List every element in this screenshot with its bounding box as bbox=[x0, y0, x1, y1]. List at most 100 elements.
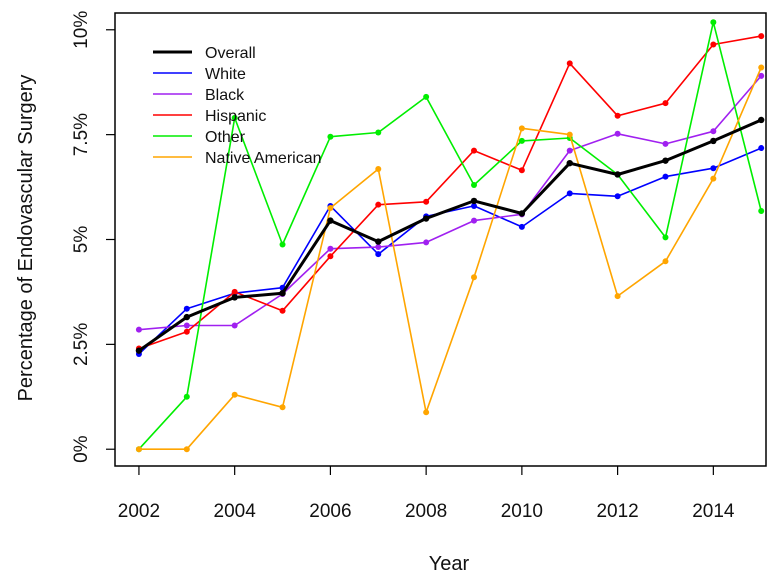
data-point-native-american bbox=[279, 404, 286, 411]
data-point-hispanic bbox=[279, 307, 286, 314]
x-tick-label: 2004 bbox=[214, 501, 257, 522]
data-point-black bbox=[614, 130, 621, 137]
series-line-black bbox=[138, 75, 762, 331]
series-line-white bbox=[138, 147, 762, 355]
data-point-overall bbox=[279, 289, 286, 297]
data-point-black bbox=[662, 140, 669, 147]
data-point-black bbox=[183, 322, 190, 329]
data-point-overall bbox=[470, 197, 478, 205]
data-point-overall bbox=[135, 347, 143, 354]
data-point-other bbox=[518, 137, 525, 144]
data-point-overall bbox=[327, 217, 334, 224]
data-point-hispanic bbox=[710, 41, 717, 48]
legend-label-white: White bbox=[205, 66, 246, 83]
y-axis-label: Percentage of Endovascular Surgery bbox=[15, 75, 37, 402]
x-axis: 2002 2004 2006 2008 2010 2012 2014 bbox=[118, 466, 735, 522]
y-tick-label: 2.5% bbox=[71, 323, 92, 366]
data-point-overall bbox=[662, 157, 669, 164]
y-axis: 0% 2.5% 5% 7.5% 10% bbox=[71, 11, 115, 463]
series-black bbox=[135, 72, 765, 333]
data-point-other bbox=[758, 207, 765, 214]
data-point-native-american bbox=[518, 125, 525, 132]
series-line-other bbox=[138, 21, 762, 450]
data-point-overall bbox=[566, 159, 573, 167]
data-point-other bbox=[710, 19, 717, 26]
data-point-native-american bbox=[327, 205, 334, 212]
data-point-other bbox=[375, 129, 382, 136]
y-tick-label: 5% bbox=[71, 226, 92, 254]
data-point-white bbox=[183, 305, 190, 312]
legend-label-overall: Overall bbox=[205, 45, 256, 62]
data-point-hispanic bbox=[566, 60, 573, 67]
data-point-white bbox=[566, 190, 573, 197]
data-point-hispanic bbox=[662, 100, 669, 107]
legend-label-hispanic: Hispanic bbox=[205, 108, 266, 125]
x-tick-label: 2002 bbox=[118, 501, 160, 522]
data-point-black bbox=[135, 326, 142, 333]
data-point-black bbox=[566, 147, 573, 154]
legend-label-native-american: Native American bbox=[205, 150, 322, 167]
data-point-other bbox=[423, 93, 430, 100]
data-point-overall bbox=[710, 137, 717, 145]
data-point-overall bbox=[183, 313, 191, 321]
data-point-overall bbox=[614, 171, 621, 178]
series-layer bbox=[135, 19, 765, 453]
data-point-black bbox=[231, 322, 238, 329]
data-point-other bbox=[327, 133, 334, 140]
data-point-white bbox=[758, 145, 765, 152]
data-point-native-american bbox=[423, 409, 430, 416]
legend: Overall White Black Hispanic Other Native Ame… bbox=[153, 45, 322, 167]
data-point-native-american bbox=[710, 175, 717, 182]
data-point-black bbox=[471, 217, 478, 224]
data-point-hispanic bbox=[183, 328, 190, 335]
series-overall bbox=[135, 116, 765, 354]
data-point-white bbox=[518, 223, 525, 230]
data-point-hispanic bbox=[231, 288, 238, 295]
series-native-american bbox=[135, 64, 765, 453]
data-point-other bbox=[662, 234, 669, 241]
y-tick-label: 7.5% bbox=[71, 113, 92, 156]
data-point-hispanic bbox=[375, 201, 382, 208]
series-line-overall bbox=[138, 118, 762, 352]
series-line-hispanic bbox=[138, 35, 762, 350]
data-point-black bbox=[423, 239, 430, 246]
legend-label-black: Black bbox=[205, 87, 245, 104]
x-tick-label: 2012 bbox=[596, 501, 638, 522]
y-tick-label: 10% bbox=[71, 11, 92, 49]
data-point-hispanic bbox=[471, 147, 478, 154]
data-point-overall bbox=[231, 294, 238, 301]
data-point-native-american bbox=[566, 131, 573, 138]
data-point-other bbox=[471, 181, 478, 188]
data-point-white bbox=[471, 202, 478, 209]
data-point-hispanic bbox=[758, 33, 765, 40]
series-line-native-american bbox=[138, 67, 762, 451]
legend-label-other: Other bbox=[205, 129, 246, 146]
data-point-hispanic bbox=[614, 112, 621, 119]
data-point-native-american bbox=[183, 446, 190, 453]
data-point-overall bbox=[375, 238, 382, 245]
data-point-other bbox=[183, 393, 190, 400]
x-tick-label: 2008 bbox=[405, 501, 447, 522]
x-tick-label: 2014 bbox=[692, 501, 735, 522]
x-tick-label: 2006 bbox=[309, 501, 351, 522]
series-other bbox=[135, 19, 765, 453]
data-point-other bbox=[231, 114, 238, 121]
series-hispanic bbox=[135, 33, 765, 352]
y-tick-label: 0% bbox=[71, 435, 92, 463]
data-point-other bbox=[279, 241, 286, 248]
data-point-native-american bbox=[758, 64, 765, 71]
data-point-white bbox=[710, 165, 717, 172]
data-point-overall bbox=[518, 210, 526, 217]
data-point-hispanic bbox=[423, 198, 430, 205]
data-point-native-american bbox=[614, 293, 621, 300]
data-point-black bbox=[327, 245, 334, 252]
data-point-native-american bbox=[375, 166, 382, 173]
data-point-white bbox=[662, 173, 669, 180]
data-point-hispanic bbox=[518, 167, 525, 174]
data-point-overall bbox=[758, 116, 765, 124]
data-point-black bbox=[758, 72, 765, 79]
data-point-native-american bbox=[231, 391, 238, 398]
data-point-native-american bbox=[471, 274, 478, 281]
data-point-hispanic bbox=[327, 253, 334, 260]
